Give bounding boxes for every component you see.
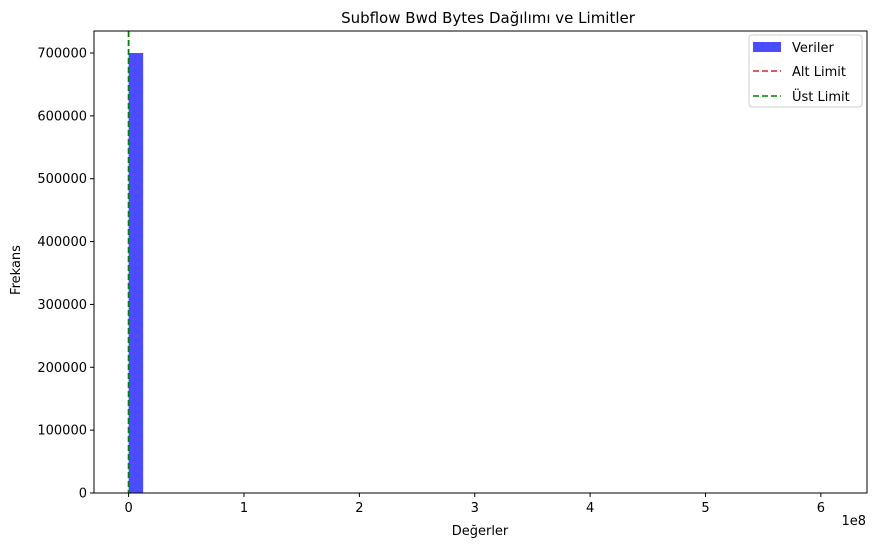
y-tick-label: 500000 xyxy=(37,172,87,187)
axes: 0 1 2 3 4 5 6 0 100000 200000 300000 400000 500000 60… xyxy=(37,30,868,516)
y-tick-label: 600000 xyxy=(37,109,87,124)
legend-label-ust-limit: Üst Limit xyxy=(792,88,850,105)
x-axis-offset-label: 1e8 xyxy=(841,514,866,529)
x-tick-label: 3 xyxy=(471,501,479,516)
histogram-bar xyxy=(128,53,144,493)
axes-frame xyxy=(93,30,868,494)
legend-label-veriler: Veriler xyxy=(792,41,834,56)
x-tick-label: 5 xyxy=(701,501,709,516)
y-tick-label: 200000 xyxy=(37,361,87,376)
chart-title: Subflow Bwd Bytes Dağılımı ve Limitler xyxy=(341,9,636,27)
plot-area xyxy=(127,31,144,493)
x-axis-label: Değerler xyxy=(452,524,509,539)
legend-label-alt-limit: Alt Limit xyxy=(792,65,846,80)
x-tick-label: 6 xyxy=(817,501,825,516)
y-tick-label: 0 xyxy=(79,487,87,502)
y-tick-label: 700000 xyxy=(37,47,87,62)
x-tick-label: 2 xyxy=(355,501,363,516)
x-tick-label: 1 xyxy=(240,501,248,516)
y-tick-label: 100000 xyxy=(37,424,87,439)
y-tick-label: 400000 xyxy=(37,235,87,250)
legend-swatch-veriler xyxy=(753,42,781,52)
legend-frame xyxy=(748,34,863,108)
x-tick-label: 0 xyxy=(124,501,132,516)
x-tick-label: 4 xyxy=(586,501,594,516)
legend: Veriler Alt Limit Üst Limit xyxy=(748,34,863,108)
y-axis-label: Frekans xyxy=(9,245,24,295)
y-tick-label: 300000 xyxy=(37,298,87,313)
